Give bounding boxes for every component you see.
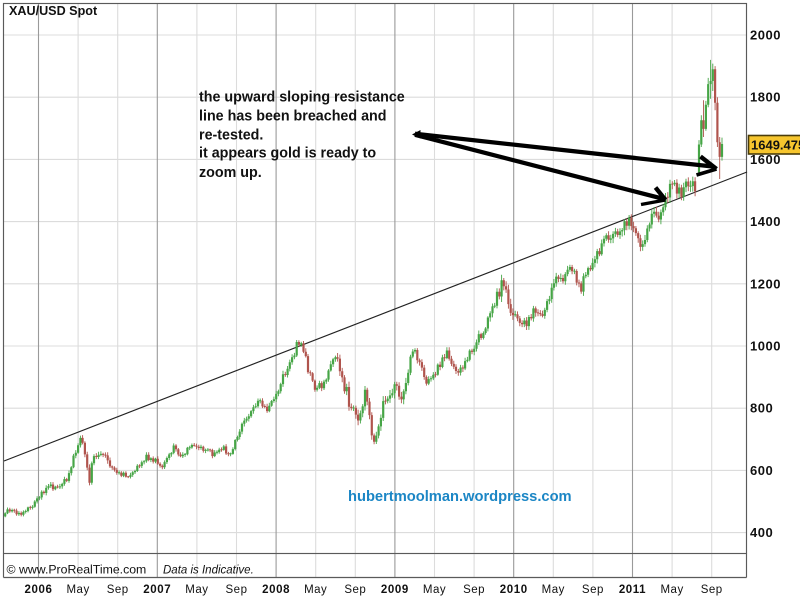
svg-text:Sep: Sep — [701, 584, 723, 596]
svg-text:2008: 2008 — [262, 584, 290, 596]
svg-text:800: 800 — [750, 401, 773, 416]
svg-text:Sep: Sep — [582, 584, 604, 596]
svg-text:it appears gold is ready to: it appears gold is ready to — [199, 146, 376, 162]
svg-text:1200: 1200 — [750, 276, 781, 291]
svg-text:May: May — [66, 584, 89, 596]
svg-text:2010: 2010 — [500, 584, 528, 596]
svg-text:May: May — [542, 584, 565, 596]
svg-text:May: May — [660, 584, 683, 596]
svg-text:400: 400 — [750, 525, 773, 540]
svg-text:re-tested.: re-tested. — [199, 128, 263, 144]
svg-text:zoom up.: zoom up. — [199, 165, 262, 181]
svg-text:1649.475: 1649.475 — [751, 138, 800, 153]
svg-text:XAU/USD Spot: XAU/USD Spot — [9, 4, 98, 18]
svg-text:the upward sloping resistance: the upward sloping resistance — [199, 90, 405, 106]
svg-text:2009: 2009 — [381, 584, 409, 596]
svg-text:May: May — [304, 584, 327, 596]
svg-text:Sep: Sep — [226, 584, 248, 596]
svg-text:2000: 2000 — [750, 28, 781, 43]
svg-text:1800: 1800 — [750, 90, 781, 105]
svg-text:hubertmoolman.wordpress.com: hubertmoolman.wordpress.com — [348, 489, 572, 505]
svg-text:2011: 2011 — [619, 584, 646, 596]
svg-text:Data is Indicative.: Data is Indicative. — [163, 565, 254, 577]
svg-text:1400: 1400 — [750, 214, 781, 229]
svg-text:Sep: Sep — [344, 584, 366, 596]
svg-text:1600: 1600 — [750, 152, 781, 167]
svg-text:1000: 1000 — [750, 339, 781, 354]
svg-text:Sep: Sep — [463, 584, 485, 596]
svg-text:line has been breached and: line has been breached and — [199, 109, 387, 125]
svg-text:600: 600 — [750, 463, 773, 478]
svg-text:2007: 2007 — [143, 584, 171, 596]
svg-text:Sep: Sep — [107, 584, 129, 596]
svg-text:May: May — [185, 584, 208, 596]
svg-text:© www.ProRealTime.com: © www.ProRealTime.com — [7, 563, 147, 577]
svg-text:May: May — [423, 584, 446, 596]
svg-text:2006: 2006 — [25, 584, 53, 596]
